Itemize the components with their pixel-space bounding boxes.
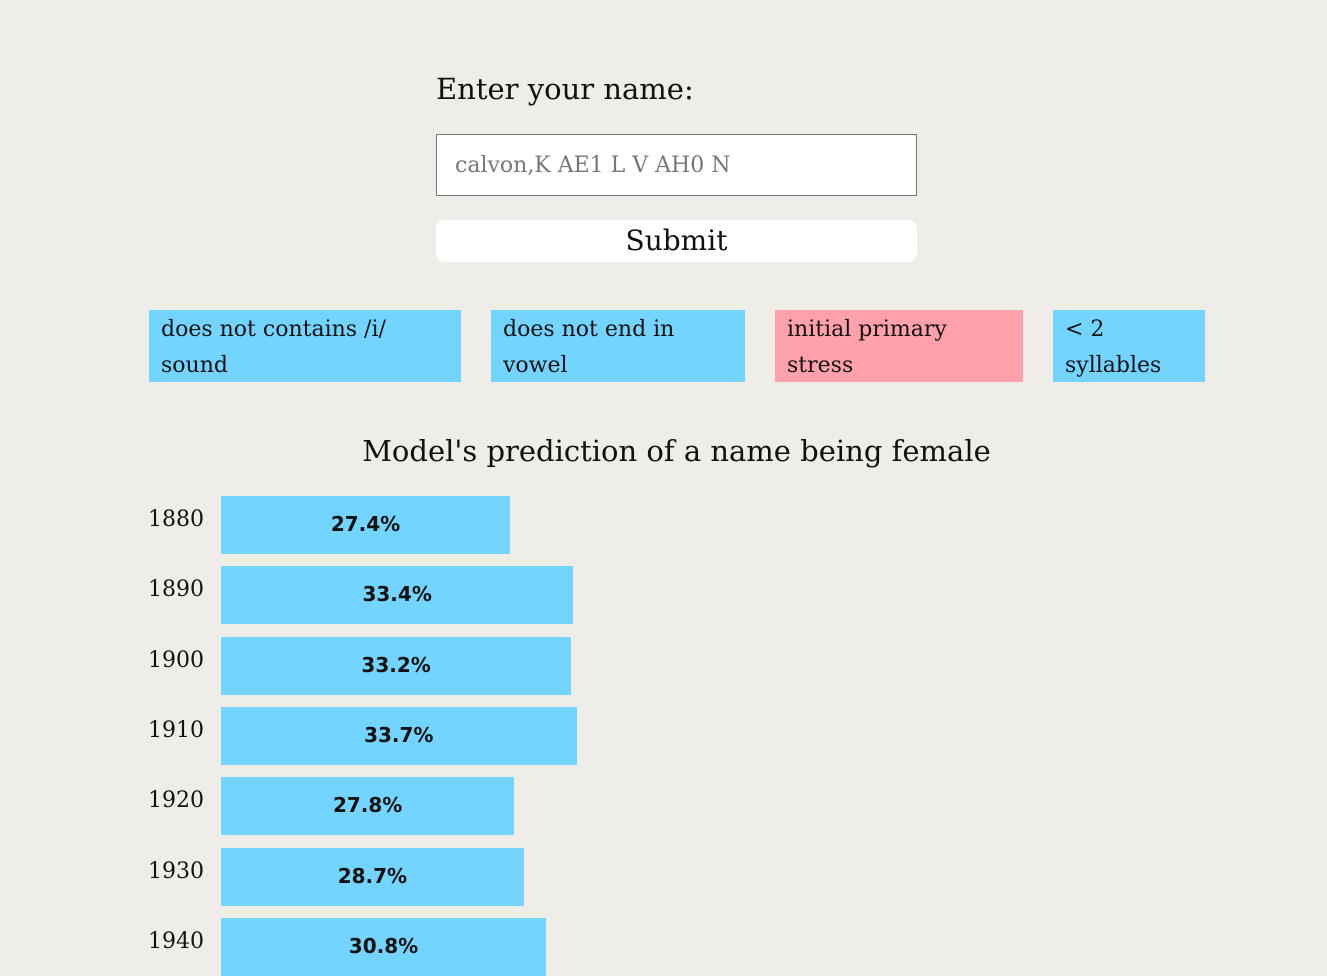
name-input[interactable] [436, 134, 917, 196]
bar-value-label-1900: 33.2% [361, 652, 431, 677]
year-label-1930: 1930 [148, 858, 204, 884]
bar-1920 [221, 777, 515, 836]
year-label-1900: 1900 [148, 647, 204, 673]
bar-value-label-1920: 27.8% [332, 793, 403, 818]
feature-tag-syllables: < 2 syllables [1053, 310, 1205, 382]
year-label-1920: 1920 [148, 788, 204, 814]
bar-value-label-1890: 33.4% [362, 582, 432, 607]
feature-tag-no-vowel-ending: does not end in vowel [491, 310, 745, 382]
bar-value-label-1930: 28.7% [337, 863, 408, 888]
bar-1910 [221, 706, 577, 765]
feature-tag-no-i-sound: does not contains /i/ sound [149, 310, 461, 382]
feature-tag-initial-stress: initial primary stress [775, 310, 1023, 382]
year-label-1910: 1910 [148, 717, 204, 743]
year-label-1880: 1880 [148, 507, 204, 532]
bar-value-label-1880: 27.4% [330, 512, 401, 536]
name-prompt-label: Enter your name: [436, 72, 694, 106]
bar-1940 [221, 917, 546, 976]
bar-value-label-1910: 33.7% [364, 722, 434, 747]
bar-value-label-1940: 30.8% [348, 933, 419, 958]
bar-1900 [221, 636, 572, 695]
bar-1930 [221, 847, 524, 906]
bar-1880 [221, 496, 511, 554]
year-label-1940: 1940 [148, 928, 204, 954]
submit-button[interactable]: Submit [436, 220, 917, 262]
chart-title: Model's prediction of a name being femal… [362, 434, 991, 468]
bar-1890 [221, 566, 574, 625]
year-label-1890: 1890 [148, 577, 204, 603]
